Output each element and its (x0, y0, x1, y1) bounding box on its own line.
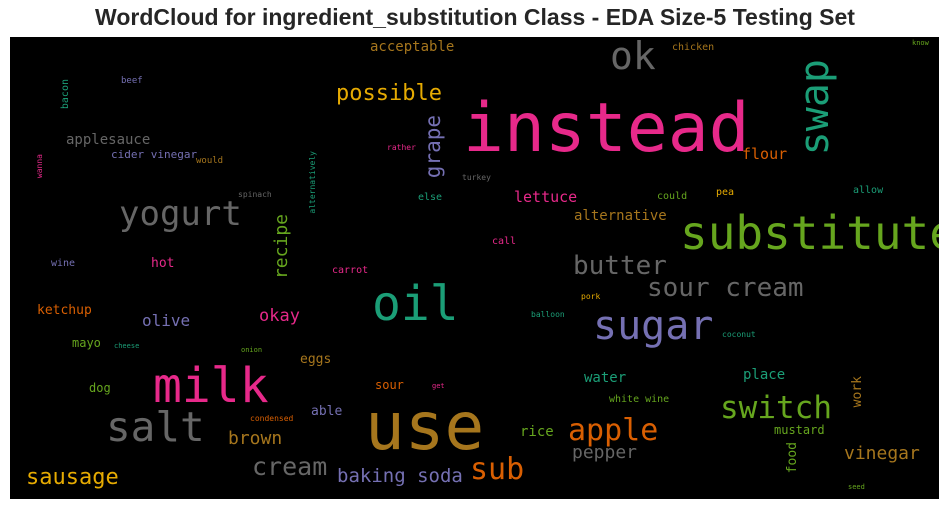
word-get: get (432, 382, 445, 390)
word-dog: dog (89, 381, 111, 395)
word-sausage: sausage (26, 465, 119, 490)
word-could: could (657, 191, 688, 202)
word-apple: apple (568, 413, 659, 448)
word-substitute: substitute (680, 206, 939, 260)
word-know: know (912, 39, 929, 47)
word-oil: oil (372, 276, 459, 332)
chart-title: WordCloud for ingredient_substitution Cl… (95, 4, 855, 30)
word-onion: onion (241, 346, 263, 354)
word-recipe: recipe (271, 214, 292, 280)
word-beef: beef (121, 76, 143, 86)
word-brown: brown (228, 428, 283, 449)
word-cider-vinegar: cider vinegar (111, 148, 198, 161)
word-flour: flour (742, 145, 788, 163)
word-work: work (850, 376, 865, 408)
word-vinegar: vinegar (844, 443, 920, 464)
word-okay: okay (259, 306, 300, 326)
word-lettuce: lettuce (514, 188, 578, 206)
word-able: able (311, 404, 343, 419)
word-alternative: alternative (574, 208, 667, 224)
word-possible: possible (336, 81, 442, 106)
word-sugar: sugar (593, 303, 714, 349)
word-mustard: mustard (774, 423, 825, 437)
word-eggs: eggs (300, 352, 332, 367)
word-cheese: cheese (114, 342, 140, 350)
word-rice: rice (520, 424, 554, 440)
word-allow: allow (853, 185, 884, 196)
word-milk: milk (153, 358, 269, 414)
word-balloon: balloon (531, 310, 565, 319)
word-turkey: turkey (462, 173, 491, 182)
word-cloud: instead use substitute milk oil sugar swap salt… (10, 37, 939, 499)
word-coconut: coconut (722, 330, 756, 339)
word-swap: swap (792, 59, 838, 156)
word-wanna: wanna (35, 154, 44, 179)
word-food: food (785, 442, 800, 474)
word-grape: grape (421, 115, 445, 179)
word-rather: rather (387, 143, 416, 152)
word-ok: ok (610, 37, 656, 78)
word-acceptable: acceptable (370, 39, 455, 55)
word-hot: hot (151, 256, 175, 271)
word-mayo: mayo (72, 336, 101, 350)
word-white-wine: white wine (609, 394, 670, 405)
word-cream: cream (252, 452, 328, 481)
word-pepper: pepper (572, 442, 638, 463)
word-carrot: carrot (332, 265, 369, 276)
word-place: place (743, 367, 786, 383)
word-ketchup: ketchup (37, 303, 92, 318)
word-pork: pork (581, 292, 601, 301)
word-use: use (365, 388, 485, 465)
word-alternatively: alternatively (308, 151, 317, 214)
word-applesauce: applesauce (66, 132, 151, 148)
word-condensed: condensed (250, 414, 294, 423)
word-sour: sour (375, 378, 404, 392)
word-switch: switch (720, 390, 832, 426)
word-would: would (196, 156, 224, 166)
word-sour-cream: sour cream (647, 273, 804, 303)
word-water: water (584, 370, 627, 386)
word-else: else (418, 192, 443, 203)
word-sub: sub (470, 452, 525, 487)
word-butter: butter (573, 251, 667, 281)
word-olive: olive (142, 311, 191, 330)
word-pea: pea (716, 187, 735, 198)
word-yogurt: yogurt (119, 194, 242, 234)
word-spinach: spinach (238, 190, 272, 199)
word-wine: wine (51, 258, 76, 269)
word-chicken: chicken (672, 42, 715, 53)
word-baking-soda: baking soda (337, 465, 463, 487)
word-instead: instead (463, 89, 750, 168)
word-salt: salt (106, 403, 205, 451)
word-call: call (492, 236, 517, 247)
word-bacon: bacon (60, 79, 71, 110)
word-seed: seed (848, 483, 865, 491)
